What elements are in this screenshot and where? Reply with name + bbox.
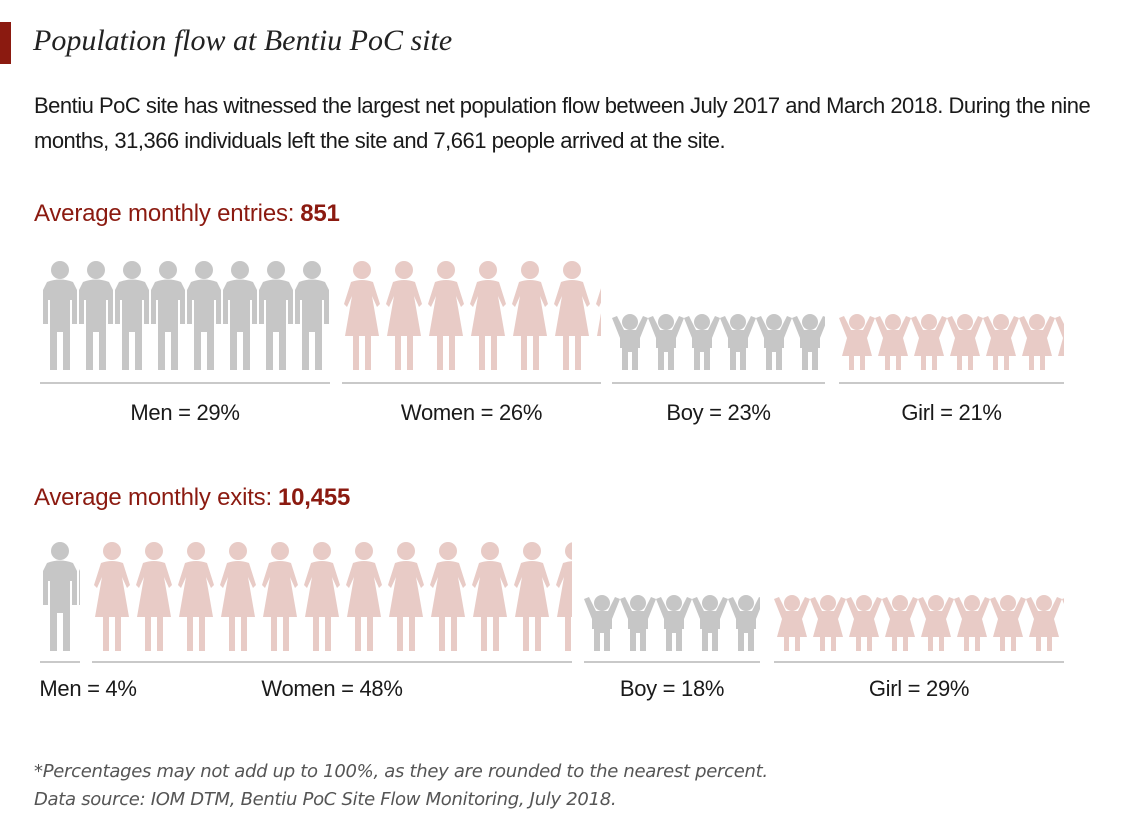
woman-icon <box>512 261 548 370</box>
girl-icon <box>1055 316 1064 356</box>
man-icon <box>223 261 257 370</box>
chart2-boy-svg <box>584 595 760 651</box>
woman-icon <box>178 542 214 651</box>
exits-heading-label: Average monthly exits: <box>34 484 272 511</box>
boy-icon <box>728 595 760 651</box>
chart2-women-label: Women = 48% <box>261 676 403 701</box>
girl-icon <box>983 314 1019 370</box>
woman-icon <box>262 542 298 651</box>
girl-icon <box>1062 598 1064 604</box>
chart1-women-baseline <box>342 382 601 384</box>
chart1-girl-icons <box>839 314 1064 372</box>
footnote-rounding: *Percentages may not add up to 100%, as … <box>34 761 768 782</box>
woman-icon <box>472 542 508 651</box>
woman-icon <box>554 261 590 370</box>
girl-icon <box>882 595 918 651</box>
woman-icon <box>470 261 506 370</box>
girl-icon <box>990 595 1026 651</box>
chart2-women-icons <box>92 541 572 653</box>
boy-icon <box>620 595 656 651</box>
boy-icon <box>684 314 720 370</box>
woman-icon <box>344 261 380 370</box>
woman-icon <box>220 542 256 651</box>
chart1-boy-baseline <box>612 382 825 384</box>
girl-icon <box>1019 314 1055 370</box>
boy-icon <box>792 314 825 370</box>
woman-icon <box>428 261 464 370</box>
woman-icon <box>386 261 422 370</box>
girl-icon <box>810 595 846 651</box>
chart1-boy-icons <box>612 314 825 372</box>
chart2-men-label: Men = 4% <box>39 676 137 701</box>
title-accent-bar <box>0 22 11 64</box>
man-icon <box>295 261 329 370</box>
chart1-men-icons <box>40 260 330 372</box>
intro-paragraph: Bentiu PoC site has witnessed the larges… <box>34 93 1091 153</box>
chart1-girl-label: Girl = 21% <box>901 400 1002 425</box>
girl-icon <box>911 314 947 370</box>
chart2-girl-svg <box>774 595 1064 651</box>
man-icon <box>43 542 77 651</box>
man-icon <box>43 261 77 370</box>
chart2-women-baseline <box>92 661 572 663</box>
chart1-women-icons <box>342 260 601 372</box>
entries-heading-label: Average monthly entries: <box>34 200 295 227</box>
chart2-boy-icons <box>584 595 760 653</box>
woman-icon <box>346 542 382 651</box>
woman-icon <box>304 542 340 651</box>
man-icon <box>115 261 149 370</box>
chart2-boy-baseline <box>584 661 760 663</box>
chart2-boy-label: Boy = 18% <box>619 676 725 701</box>
girl-icon <box>918 595 954 651</box>
man-icon <box>79 569 80 605</box>
boy-icon <box>648 314 684 370</box>
chart1-men-label: Men = 29% <box>130 400 240 425</box>
woman-icon <box>388 542 424 651</box>
boy-icon <box>612 314 648 370</box>
entries-heading-value: 851 <box>300 200 340 227</box>
exits-heading: Average monthly exits: 10,455 <box>34 484 350 512</box>
man-icon <box>151 261 185 370</box>
girl-icon <box>839 314 875 370</box>
girl-icon <box>875 314 911 370</box>
boy-icon <box>720 314 756 370</box>
page-title: Population flow at Bentiu PoC site <box>33 24 453 57</box>
chart1-men-svg <box>43 261 329 370</box>
chart2-men-baseline <box>40 661 80 663</box>
chart2-girl-baseline <box>774 661 1064 663</box>
chart1-women-label: Women = 26% <box>400 400 543 425</box>
man-icon <box>187 261 221 370</box>
chart1-boy-svg <box>612 314 825 370</box>
chart2-men-svg <box>43 542 80 651</box>
chart2-women-svg <box>94 542 572 651</box>
boy-icon <box>584 595 620 651</box>
chart2-men-icons <box>40 541 80 653</box>
girl-icon <box>954 595 990 651</box>
exits-heading-value: 10,455 <box>277 484 351 511</box>
girl-icon <box>774 595 810 651</box>
woman-icon <box>430 542 466 651</box>
chart1-women-svg <box>344 261 601 370</box>
woman-icon <box>94 542 130 651</box>
boy-icon <box>756 314 792 370</box>
man-icon <box>259 261 293 370</box>
entries-heading: Average monthly entries: 851 <box>34 200 340 228</box>
woman-icon <box>596 288 601 336</box>
chart1-girl-baseline <box>839 382 1064 384</box>
boy-icon <box>692 595 728 651</box>
chart1-men-baseline <box>40 382 330 384</box>
woman-icon <box>514 542 550 651</box>
footnote-source: Data source: IOM DTM, Bentiu PoC Site Fl… <box>34 789 617 810</box>
girl-icon <box>1026 595 1062 651</box>
boy-icon <box>656 595 692 651</box>
chart2-girl-label: Girl = 29% <box>868 676 970 701</box>
girl-icon <box>947 314 983 370</box>
girl-icon <box>846 595 882 651</box>
chart1-boy-label: Boy = 23% <box>666 400 771 425</box>
woman-icon <box>556 542 572 651</box>
chart1-girl-svg <box>839 314 1064 370</box>
woman-icon <box>136 542 172 651</box>
man-icon <box>79 261 113 370</box>
chart2-girl-icons <box>774 595 1064 653</box>
